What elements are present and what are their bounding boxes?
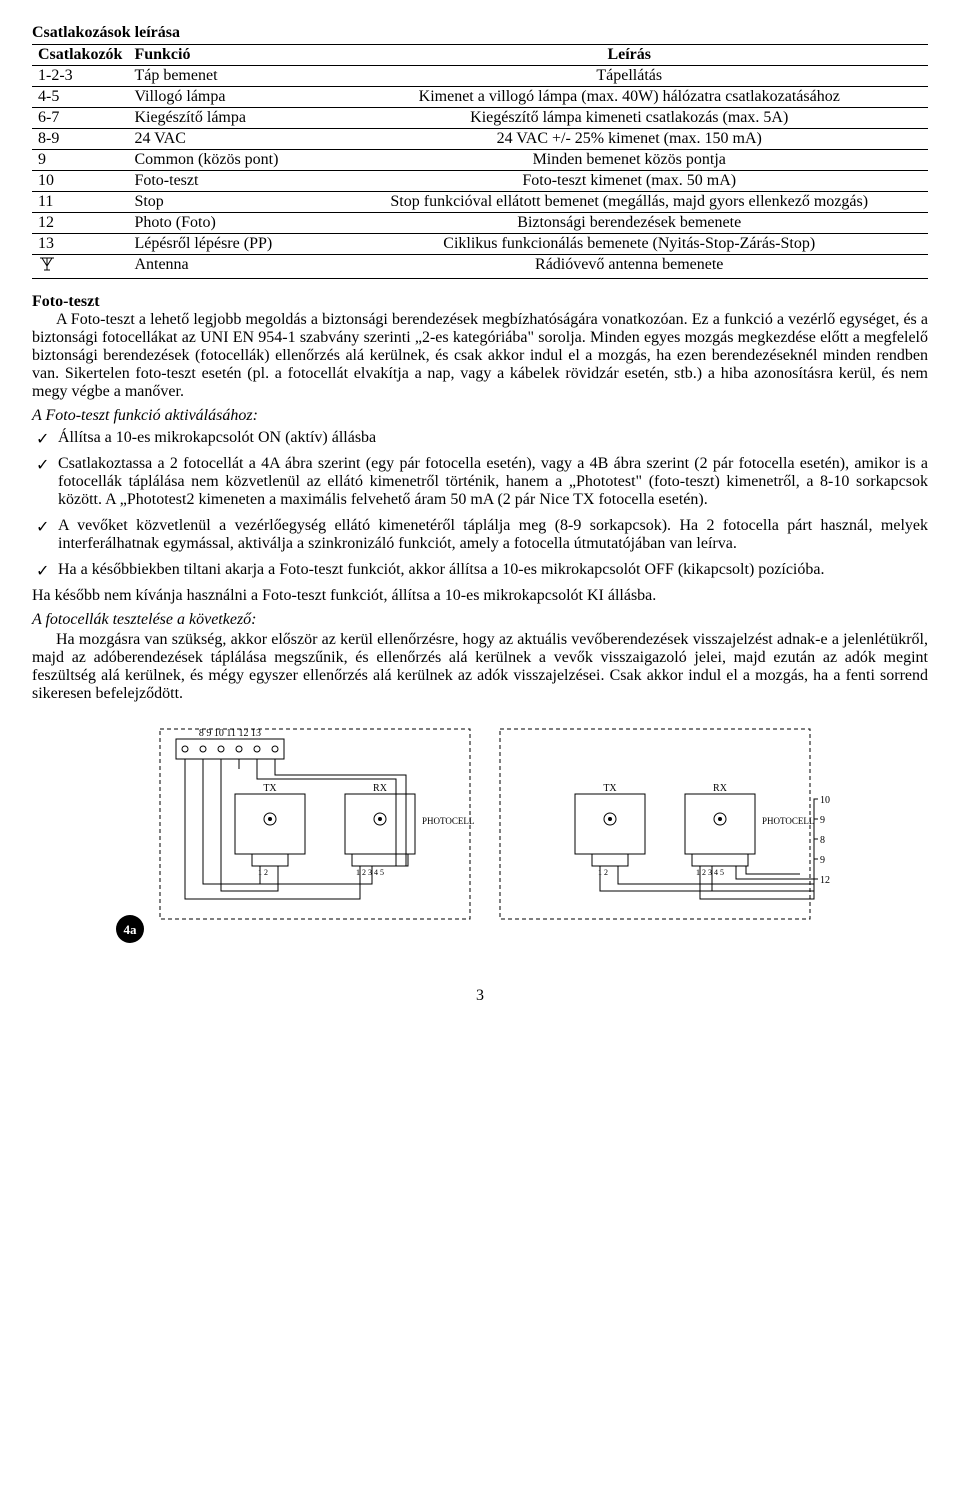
list-item: Állítsa a 10-es mikrokapcsolót ON (aktív… — [36, 429, 928, 447]
cell-description: 24 VAC +/- 25% kimenet (max. 150 mA) — [330, 129, 928, 150]
svg-text:TX: TX — [603, 783, 617, 794]
cell-function: Villogó lámpa — [128, 87, 330, 108]
cell-description: Foto-teszt kimenet (max. 50 mA) — [330, 171, 928, 192]
svg-text:8 9 10 11 12 13: 8 9 10 11 12 13 — [199, 728, 261, 739]
table-row: 10Foto-tesztFoto-teszt kimenet (max. 50 … — [32, 171, 928, 192]
cell-connector: 12 — [32, 213, 128, 234]
cell-description: Kiegészítő lámpa kimeneti csatlakozás (m… — [330, 108, 928, 129]
test-paragraph: Ha mozgásra van szükség, akkor először a… — [32, 631, 928, 703]
cell-function: Stop — [128, 192, 330, 213]
cell-description: Minden bemenet közös pontja — [330, 150, 928, 171]
svg-text:12: 12 — [820, 875, 830, 886]
cell-function: 24 VAC — [128, 129, 330, 150]
table-row: 9Common (közös pont)Minden bemenet közös… — [32, 150, 928, 171]
cell-connector: 4-5 — [32, 87, 128, 108]
page-title: Csatlakozások leírása — [32, 24, 928, 42]
cell-function: Photo (Foto) — [128, 213, 330, 234]
svg-text:4a: 4a — [124, 922, 138, 937]
list-item: A vevőket közvetlenül a vezérlőegység el… — [36, 517, 928, 553]
svg-text:TX: TX — [263, 783, 277, 794]
th-function: Funkció — [128, 45, 330, 66]
cell-description: Tápellátás — [330, 66, 928, 87]
svg-text:10: 10 — [820, 795, 830, 806]
cell-connector: 6-7 — [32, 108, 128, 129]
activation-title: A Foto-teszt funkció aktiválásához: — [32, 407, 928, 425]
test-title: A fotocellák tesztelése a következő: — [32, 611, 928, 629]
cell-description: Biztonsági berendezések bemenete — [330, 213, 928, 234]
after-list-paragraph: Ha később nem kívánja használni a Foto-t… — [32, 587, 928, 605]
cell-function: Lépésről lépésre (PP) — [128, 234, 330, 255]
table-row: 8-924 VAC24 VAC +/- 25% kimenet (max. 15… — [32, 129, 928, 150]
wiring-diagram-svg: 8 9 10 11 12 13 TX 1 2 RX 1 2 3 4 5 PHOT… — [100, 719, 860, 959]
cell-function: Antenna — [128, 255, 330, 279]
page-number: 3 — [32, 987, 928, 1005]
cell-description: Rádióvevő antenna bemenete — [330, 255, 928, 279]
cell-function: Common (közös pont) — [128, 150, 330, 171]
cell-connector: 8-9 — [32, 129, 128, 150]
cell-connector: 10 — [32, 171, 128, 192]
table-row: 6-7Kiegészítő lámpaKiegészítő lámpa kime… — [32, 108, 928, 129]
th-connectors: Csatlakozók — [32, 45, 128, 66]
svg-text:PHOTOCELL: PHOTOCELL — [422, 816, 474, 826]
activation-list: Állítsa a 10-es mikrokapcsolót ON (aktív… — [32, 429, 928, 579]
diagram-4a: 8 9 10 11 12 13 TX 1 2 RX 1 2 3 4 5 PHOT… — [32, 719, 928, 959]
table-row: 13Lépésről lépésre (PP)Ciklikus funkcion… — [32, 234, 928, 255]
foto-teszt-paragraph: A Foto-teszt a lehető legjobb megoldás a… — [32, 311, 928, 401]
cell-function: Táp bemenet — [128, 66, 330, 87]
svg-text:RX: RX — [373, 783, 388, 794]
svg-text:9: 9 — [820, 815, 825, 826]
svg-text:RX: RX — [713, 783, 728, 794]
svg-text:9: 9 — [820, 855, 825, 866]
cell-connector: 1-2-3 — [32, 66, 128, 87]
list-item: Ha a későbbiekben tiltani akarja a Foto-… — [36, 561, 928, 579]
cell-connector: 9 — [32, 150, 128, 171]
cell-function: Kiegészítő lámpa — [128, 108, 330, 129]
table-row: 11StopStop funkcióval ellátott bemenet (… — [32, 192, 928, 213]
svg-text:8: 8 — [820, 835, 825, 846]
table-row: 4-5Villogó lámpaKimenet a villogó lámpa … — [32, 87, 928, 108]
table-header-row: Csatlakozók Funkció Leírás — [32, 45, 928, 66]
connections-table: Csatlakozók Funkció Leírás 1-2-3Táp beme… — [32, 44, 928, 279]
cell-description: Stop funkcióval ellátott bemenet (megáll… — [330, 192, 928, 213]
table-row: 12Photo (Foto)Biztonsági berendezések be… — [32, 213, 928, 234]
cell-connector: 13 — [32, 234, 128, 255]
cell-connector: 11 — [32, 192, 128, 213]
th-description: Leírás — [330, 45, 928, 66]
list-item: Csatlakoztassa a 2 fotocellát a 4A ábra … — [36, 455, 928, 509]
foto-teszt-heading: Foto-teszt — [32, 293, 928, 311]
cell-description: Kimenet a villogó lámpa (max. 40W) hálóz… — [330, 87, 928, 108]
table-row: 1-2-3Táp bemenetTápellátás — [32, 66, 928, 87]
cell-description: Ciklikus funkcionálás bemenete (Nyitás-S… — [330, 234, 928, 255]
cell-function: Foto-teszt — [128, 171, 330, 192]
table-row: AntennaRádióvevő antenna bemenete — [32, 255, 928, 279]
cell-connector — [32, 255, 128, 279]
svg-text:PHOTOCELL: PHOTOCELL — [762, 816, 814, 826]
antenna-icon — [38, 256, 58, 272]
